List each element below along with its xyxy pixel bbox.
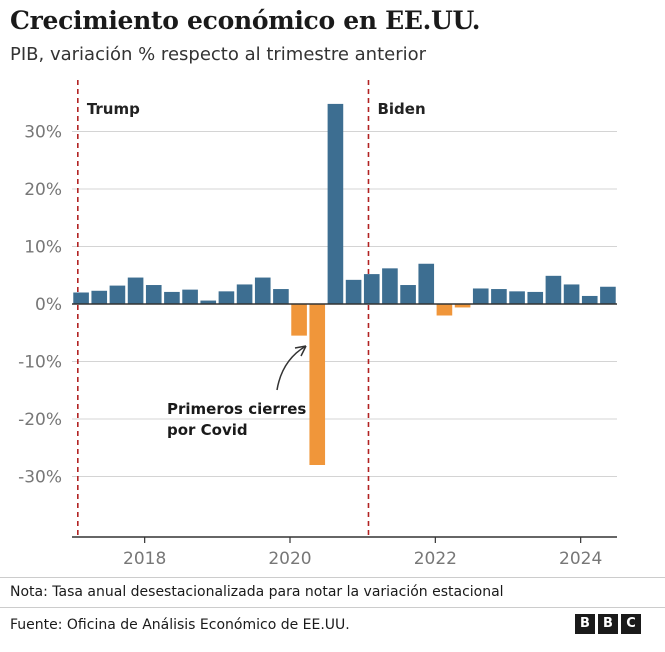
bar-2023-T1 [509, 291, 525, 304]
gridlines [72, 131, 617, 477]
bar-2019-T4 [273, 289, 289, 304]
bar-2020-T1 [291, 304, 307, 336]
bar-2019-T3 [254, 277, 271, 304]
bar-2018-T3 [182, 289, 198, 304]
bar-2022-T3 [472, 288, 489, 304]
x-tick-label: 2020 [268, 549, 311, 569]
annotation-text: Primeros cierres [167, 400, 306, 418]
logo-letter: B [575, 614, 595, 634]
bbc-logo: B B C [575, 614, 641, 634]
y-tick-label: 20% [24, 180, 62, 200]
bar-2020-T3 [327, 103, 344, 305]
bar-2023-T2 [527, 291, 544, 304]
president-marker-label: Biden [377, 100, 425, 118]
y-tick-label: -30% [18, 468, 62, 488]
x-tick-label: 2018 [123, 549, 166, 569]
bar-2017-T3 [109, 285, 126, 304]
x-tick-label: 2024 [559, 549, 602, 569]
divider-top [0, 577, 665, 578]
bar-2017-T1 [73, 292, 89, 304]
y-tick-label: -20% [18, 410, 62, 430]
logo-letter: B [598, 614, 618, 634]
bar-2020-T2 [309, 304, 326, 465]
bar-2024-T1 [581, 295, 598, 304]
bar-2021-T1 [363, 274, 380, 304]
bar-2021-T3 [400, 285, 416, 304]
president-marker-label: Trump [87, 100, 140, 118]
bar-2023-T4 [563, 284, 580, 304]
bar-2022-T4 [491, 289, 507, 304]
chart-title: Crecimiento económico en EE.UU. [10, 6, 481, 35]
annotation-text: por Covid [167, 421, 248, 439]
bars [73, 103, 616, 465]
bar-2019-T1 [218, 291, 235, 304]
bar-2018-T2 [164, 291, 180, 304]
bar-2019-T2 [236, 284, 253, 304]
x-tick-label: 2022 [414, 549, 457, 569]
y-tick-label: 0% [35, 295, 62, 315]
bar-2018-T4 [200, 300, 217, 304]
bar-2022-T2 [454, 304, 471, 308]
bar-2024-T2 [600, 286, 616, 304]
bar-2021-T2 [382, 268, 398, 304]
annotation-arrowhead [294, 345, 307, 357]
annotation-arrow [276, 345, 307, 391]
bar-2022-T1 [436, 304, 453, 316]
chart-source: Fuente: Oficina de Análisis Económico de… [10, 617, 350, 633]
bar-2021-T4 [418, 263, 435, 304]
divider-bottom [0, 607, 665, 608]
logo-letter: C [621, 614, 641, 634]
chart-subtitle: PIB, variación % respecto al trimestre a… [10, 44, 427, 65]
gdp-bar-chart: Trump Biden 30% 20% 10% 0% -10% -20% -30% 2018 20… [18, 80, 617, 569]
bar-2020-T4 [345, 279, 362, 304]
bar-2017-T4 [127, 277, 144, 304]
president-markers: Trump Biden [77, 80, 426, 537]
y-tick-label: 30% [24, 123, 62, 143]
y-tick-label: -10% [18, 353, 62, 373]
bar-2023-T3 [545, 275, 562, 304]
axes: 30% 20% 10% 0% -10% -20% -30% 2018 2020 2022 2024 [18, 123, 617, 569]
bar-2017-T2 [91, 290, 108, 304]
y-tick-label: 10% [24, 238, 62, 258]
annotation: Primeros cierres por Covid [167, 345, 307, 439]
bar-2018-T1 [145, 285, 162, 304]
chart-note: Nota: Tasa anual desestacionalizada para… [10, 584, 504, 600]
